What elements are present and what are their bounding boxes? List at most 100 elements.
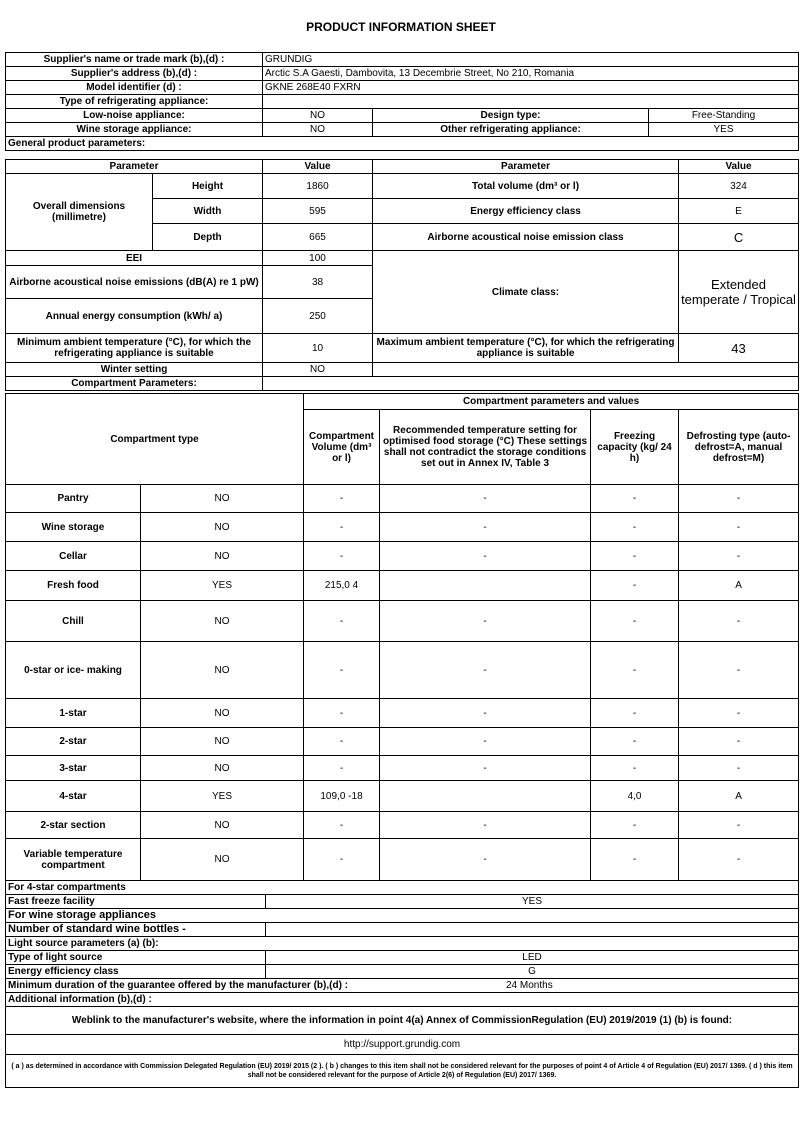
compartment-name: 4-star — [5, 780, 141, 812]
depth-label: Depth — [151, 223, 264, 251]
total-volume-value: 324 — [678, 173, 800, 199]
compartment-present: NO — [139, 484, 305, 513]
fast-freeze-label: Fast freeze facility — [5, 894, 266, 909]
overall-dimensions-label: Overall dimensions (millimetre) — [5, 173, 153, 251]
compartment-row: 2-star NO - - - - — [5, 727, 800, 756]
compartment-row: Wine storage NO - - - - — [5, 512, 800, 542]
light-type-label: Type of light source — [5, 950, 266, 965]
col-defrost: Defrosting type (auto-defrost=A, manual … — [678, 409, 800, 485]
guarantee-row: Minimum duration of the guarantee offere… — [5, 978, 799, 993]
compartment-name: 0-star or ice- making — [5, 641, 141, 699]
supplier-address: Arctic S.A Gaesti, Dambovita, 13 Decembr… — [261, 66, 800, 81]
compartment-present: NO — [139, 727, 305, 756]
compartment-present: YES — [139, 780, 305, 812]
compartment-defrost: A — [678, 780, 800, 812]
col-compartment-type: Compartment type — [4, 393, 305, 485]
winter-label: Winter setting — [4, 362, 264, 377]
compartment-name: 3-star — [5, 755, 141, 781]
compartment-temp: - — [379, 600, 592, 642]
compartment-defrost: - — [678, 698, 800, 728]
group-header: Compartment parameters and values — [303, 393, 800, 410]
light-type-value: LED — [265, 950, 799, 965]
compartment-volume: - — [303, 541, 381, 571]
other-appliance-value: YES — [647, 122, 800, 137]
compartment-present: NO — [139, 838, 305, 881]
col-param: Parameter — [4, 159, 264, 174]
compartment-temp: - — [379, 698, 592, 728]
compartment-present: NO — [139, 541, 305, 571]
compartment-freezing: - — [590, 600, 680, 642]
compartment-defrost: A — [678, 570, 800, 601]
compartment-freezing: - — [590, 570, 680, 601]
compartment-row: Cellar NO - - - - — [5, 541, 800, 571]
wine-heading: For wine storage appliances — [5, 908, 799, 923]
type-value — [261, 94, 800, 109]
compartment-name: Fresh food — [5, 570, 141, 601]
compartment-row: 1-star NO - - - - — [5, 698, 800, 728]
winter-value: NO — [262, 362, 374, 377]
height-value: 1860 — [262, 173, 374, 199]
annual-energy-value: 250 — [262, 298, 374, 334]
compartment-volume: - — [303, 641, 381, 699]
four-star-heading: For 4-star compartments — [5, 880, 799, 895]
supplier-name-label: Supplier's name or trade mark (b),(d) : — [5, 52, 263, 67]
compartment-table: Compartment type Compartment parameters a… — [4, 393, 800, 881]
col-param-2: Parameter — [372, 159, 680, 174]
depth-value: 665 — [262, 223, 374, 251]
manufacturer-url[interactable]: http://support.grundig.com — [5, 1034, 799, 1055]
compartment-defrost: - — [678, 541, 800, 571]
compartment-volume: 215,0 4 — [303, 570, 381, 601]
model-identifier: GKNE 268E40 FXRN — [261, 80, 800, 95]
col-temp: Recommended temperature setting for opti… — [379, 409, 592, 485]
fast-freeze-value: YES — [265, 894, 799, 909]
max-temp-label: Maximum ambient temperature (°C), for wh… — [372, 333, 680, 363]
compartment-row: Fresh food YES 215,0 4 -A — [5, 570, 800, 601]
compartment-temp: - — [379, 811, 592, 839]
compartment-name: Pantry — [5, 484, 141, 513]
compartment-name: 1-star — [5, 698, 141, 728]
width-value: 595 — [262, 198, 374, 224]
page-title: PRODUCT INFORMATION SHEET — [306, 20, 496, 34]
compartment-name: Variable temperature compartment — [5, 838, 141, 881]
compartment-defrost: - — [678, 755, 800, 781]
climate-label: Climate class: — [372, 250, 680, 334]
compartment-row: Chill NO - - - - — [5, 600, 800, 642]
compartment-name: Wine storage — [5, 512, 141, 542]
compartment-temp: - — [379, 838, 592, 881]
col-value: Value — [262, 159, 374, 174]
weblink-label: Weblink to the manufacturer's website, w… — [5, 1006, 799, 1035]
noise-class-label: Airborne acoustical noise emission class — [372, 223, 680, 251]
compartment-volume: - — [303, 600, 381, 642]
bottles-label: Number of standard wine bottles - — [5, 922, 266, 937]
compartment-name: 2-star section — [5, 811, 141, 839]
compartment-freezing: - — [590, 512, 680, 542]
compartment-temp — [379, 570, 592, 601]
compartment-freezing: - — [590, 541, 680, 571]
min-temp-label: Minimum ambient temperature (°C), for wh… — [4, 333, 264, 363]
light-class-value: G — [265, 964, 799, 979]
max-temp-value: 43 — [678, 333, 800, 363]
design-type-value: Free-Standing — [647, 108, 800, 123]
compartment-row: 3-star NO - - - - — [5, 755, 800, 781]
eei-value: 100 — [262, 250, 374, 266]
compartment-present: NO — [139, 811, 305, 839]
guarantee-value: 24 Months — [506, 980, 553, 991]
general-table: Parameter Value Parameter Value Overall dim… — [4, 159, 800, 391]
compartment-temp: - — [379, 541, 592, 571]
compartment-temp: - — [379, 484, 592, 513]
footnote: ( a ) as determined in accordance with C… — [5, 1054, 799, 1088]
compartment-defrost: - — [678, 600, 800, 642]
light-class-label: Energy efficiency class — [5, 964, 266, 979]
light-heading: Light source parameters (a) (b): — [5, 936, 799, 951]
compartment-present: NO — [139, 755, 305, 781]
compartment-present: YES — [139, 570, 305, 601]
general-heading: General product parameters: — [4, 136, 800, 151]
compartment-name: Cellar — [5, 541, 141, 571]
compartment-row: 4-star YES 109,0 -18 4,0 A — [5, 780, 800, 812]
energy-class-value: E — [678, 198, 800, 224]
compartment-defrost: - — [678, 811, 800, 839]
compartment-heading: Compartment Parameters: — [4, 376, 264, 391]
compartment-present: NO — [139, 698, 305, 728]
compartment-volume: - — [303, 512, 381, 542]
compartment-freezing: - — [590, 727, 680, 756]
